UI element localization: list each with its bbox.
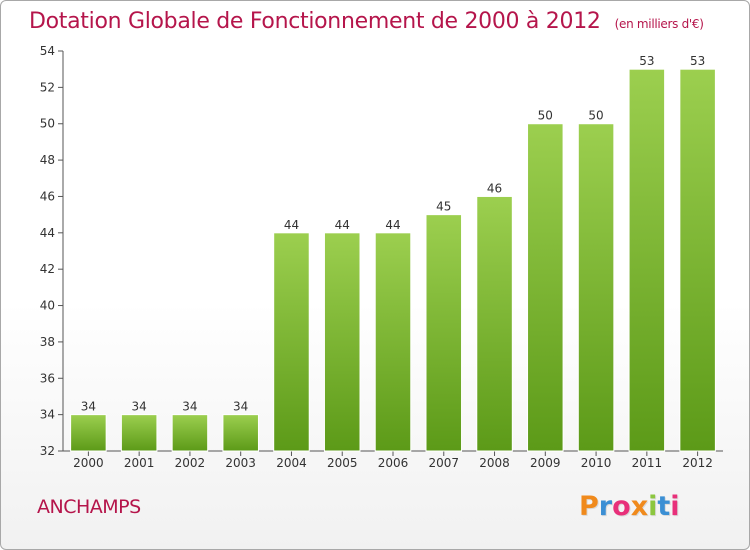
bar-2010 — [577, 123, 615, 452]
y-tick-label: 32 — [40, 444, 55, 458]
bars — [70, 68, 716, 452]
chart-title: Dotation Globale de Fonctionnement de 20… — [29, 9, 704, 34]
data-labels: 34 34 34 34 44 44 44 45 46 50 50 53 53 — [81, 54, 706, 413]
x-tick-label: 2011 — [632, 456, 663, 470]
x-tick-label: 2010 — [581, 456, 612, 470]
bar-2003 — [222, 414, 259, 452]
y-tick-label: 36 — [40, 371, 55, 385]
y-axis: 32 34 36 38 40 42 44 46 48 50 52 54 — [40, 44, 64, 458]
data-label-2001: 34 — [132, 400, 147, 414]
y-tick-label: 46 — [40, 189, 55, 203]
x-tick-label: 2005 — [327, 456, 358, 470]
proxiti-logo: Proxiti — [579, 491, 680, 522]
data-label-2004: 44 — [284, 218, 299, 232]
x-tick-label: 2009 — [530, 456, 561, 470]
commune-name: ANCHAMPS — [37, 496, 141, 518]
y-tick-label: 52 — [40, 80, 55, 94]
y-tick-label: 40 — [40, 299, 55, 313]
x-tick-label: 2007 — [428, 456, 459, 470]
x-tick-label: 2002 — [175, 456, 206, 470]
bar-2006 — [374, 232, 412, 452]
x-tick-label: 2000 — [73, 456, 104, 470]
y-tick-label: 48 — [40, 153, 55, 167]
bar-2004 — [273, 232, 310, 452]
x-tick-label: 2012 — [682, 456, 713, 470]
data-label-2002: 34 — [182, 400, 197, 414]
x-tick-label: 2003 — [225, 456, 256, 470]
bar-2007 — [425, 214, 463, 452]
chart-title-text: Dotation Globale de Fonctionnement de 20… — [29, 9, 601, 34]
bar-2000 — [70, 414, 107, 452]
chart-subtitle: (en milliers d'€) — [614, 17, 704, 31]
bar-2001 — [120, 414, 158, 452]
logo-letter: i — [670, 491, 680, 522]
data-label-2003: 34 — [233, 400, 248, 414]
x-tick-label: 2001 — [124, 456, 155, 470]
bar-2009 — [527, 123, 564, 452]
bar-2008 — [476, 195, 513, 452]
data-label-2005: 44 — [335, 218, 350, 232]
x-tick-label: 2008 — [479, 456, 510, 470]
y-tick-label: 50 — [40, 117, 55, 131]
y-tick-label: 54 — [40, 44, 55, 58]
x-tick-label: 2006 — [378, 456, 409, 470]
logo-letter: r — [598, 491, 613, 522]
bar-2011 — [628, 68, 666, 452]
logo-letter: P — [579, 491, 599, 522]
data-label-2008: 46 — [487, 181, 502, 195]
bar-2012 — [679, 68, 716, 452]
data-label-2009: 50 — [538, 109, 553, 123]
y-tick-label: 44 — [40, 226, 55, 240]
data-label-2012: 53 — [690, 54, 705, 68]
bar-2002 — [171, 414, 209, 452]
logo-letter: o — [612, 491, 631, 522]
x-axis: 2000 2001 2002 2003 2004 2005 2006 2007 2008 2009… — [63, 450, 723, 470]
data-label-2011: 53 — [639, 54, 654, 68]
y-tick-label: 42 — [40, 262, 55, 276]
logo-letter: t — [657, 491, 671, 522]
bar-2005 — [323, 232, 361, 452]
y-tick-label: 34 — [40, 408, 55, 422]
data-label-2007: 45 — [436, 200, 451, 214]
data-label-2006: 44 — [385, 218, 400, 232]
y-tick-label: 38 — [40, 335, 55, 349]
data-label-2010: 50 — [588, 109, 603, 123]
logo-letter: i — [648, 491, 658, 522]
logo-letter: x — [630, 491, 649, 522]
data-label-2000: 34 — [81, 400, 96, 414]
x-tick-label: 2004 — [276, 456, 307, 470]
